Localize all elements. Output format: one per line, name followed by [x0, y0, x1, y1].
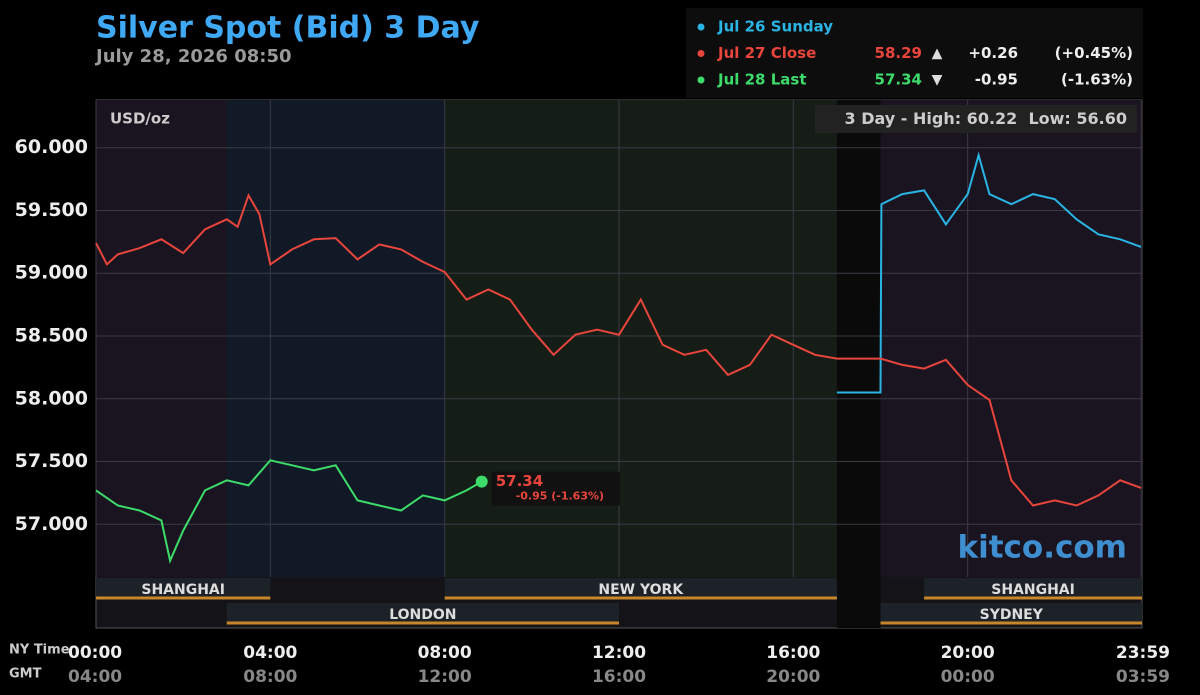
legend-last: 58.29 — [875, 44, 922, 62]
session-band — [924, 578, 1142, 597]
last-change: -0.95 (-1.63%) — [516, 490, 604, 503]
range-part: 60.22 — [961, 109, 1017, 128]
legend-change: -0.95 — [975, 71, 1018, 89]
session-band — [96, 578, 271, 597]
watermark: kitco.com — [958, 530, 1128, 566]
legend-arrow: ▲ — [932, 46, 943, 62]
session-band — [880, 603, 1142, 622]
y-tick-label: 57.500 — [15, 450, 88, 472]
unit-label: USD/oz — [110, 110, 170, 128]
x-axis-name: NY Time — [9, 643, 70, 658]
series-line — [95, 193, 1142, 507]
legend-name: Jul 28 Last — [717, 71, 807, 89]
series-line — [95, 459, 483, 564]
session-label: SYDNEY — [980, 607, 1044, 623]
range-box — [815, 105, 1137, 133]
legend-arrow: ▼ — [932, 72, 943, 88]
legend-change: +0.26 — [968, 44, 1018, 62]
session-zone — [924, 100, 1142, 577]
gmt-tick-label: 16:00 — [592, 667, 646, 687]
legend-box — [686, 8, 1143, 98]
range-part: Low: — [1017, 109, 1071, 128]
market-closed — [836, 100, 881, 628]
session-band — [226, 603, 619, 622]
x-tick-label: 12:00 — [592, 643, 646, 663]
session-label: SHANGHAI — [991, 582, 1075, 598]
last-value: 57.34 — [496, 472, 543, 490]
x-tick-label: 08:00 — [418, 643, 472, 663]
gmt-tick-label: 12:00 — [418, 667, 472, 687]
x-tick-label: 00:00 — [68, 643, 122, 663]
legend-change-pct: (+0.45%) — [1055, 44, 1133, 62]
range-part: 3 Day - High: — [844, 109, 961, 128]
last-point — [475, 475, 488, 488]
chart-subtitle: July 28, 2026 08:50 — [94, 46, 292, 67]
gmt-tick-label: 00:00 — [941, 667, 995, 687]
legend-name: Jul 26 Sunday — [717, 18, 833, 36]
gmt-tick-label: 04:00 — [68, 667, 122, 687]
gmt-tick-label: 20:00 — [766, 667, 820, 687]
y-tick-label: 59.000 — [15, 262, 88, 284]
y-tick-label: 58.000 — [15, 387, 88, 409]
legend-dot — [697, 50, 705, 57]
x-tick-label: 23:59 — [1116, 643, 1170, 663]
legend-dot — [697, 76, 705, 84]
session-label: LONDON — [389, 607, 456, 623]
x-tick-label: 16:00 — [766, 643, 820, 663]
y-tick-label: 58.500 — [15, 324, 88, 346]
x-tick-label: 20:00 — [941, 643, 995, 663]
legend-name: Jul 27 Close — [717, 44, 816, 62]
session-label: NEW YORK — [598, 582, 684, 598]
gmt-tick-label: 08:00 — [243, 667, 297, 687]
chart-title: Silver Spot (Bid) 3 Day — [96, 11, 480, 46]
range-label: 3 Day - High: 60.22 Low: 56.60 — [844, 109, 1127, 128]
x-tick-label: 04:00 — [243, 643, 297, 663]
legend-dot — [697, 23, 705, 31]
range-part: 56.60 — [1071, 109, 1127, 128]
gmt-tick-label: 03:59 — [1116, 667, 1170, 687]
y-tick-label: 60.000 — [15, 136, 88, 158]
y-tick-label: 59.500 — [15, 199, 88, 221]
legend-change-pct: (-1.63%) — [1061, 71, 1133, 89]
session-label: SHANGHAI — [141, 582, 225, 598]
session-band — [444, 578, 837, 597]
y-tick-label: 57.000 — [15, 513, 88, 535]
legend-last: 57.34 — [875, 71, 922, 89]
last-box — [491, 471, 620, 506]
series-line — [836, 151, 1142, 394]
x-axis-name: GMT — [9, 667, 42, 682]
